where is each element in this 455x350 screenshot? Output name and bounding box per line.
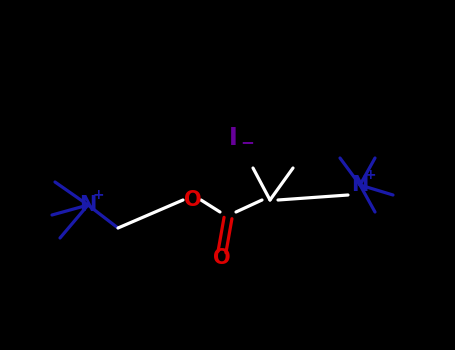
Text: +: + <box>92 188 104 202</box>
Text: O: O <box>184 190 202 210</box>
Text: N: N <box>79 195 96 215</box>
Text: O: O <box>213 248 231 268</box>
Text: N: N <box>351 175 369 195</box>
Text: I: I <box>228 126 238 150</box>
Text: −: − <box>240 133 254 151</box>
Text: +: + <box>364 168 376 182</box>
